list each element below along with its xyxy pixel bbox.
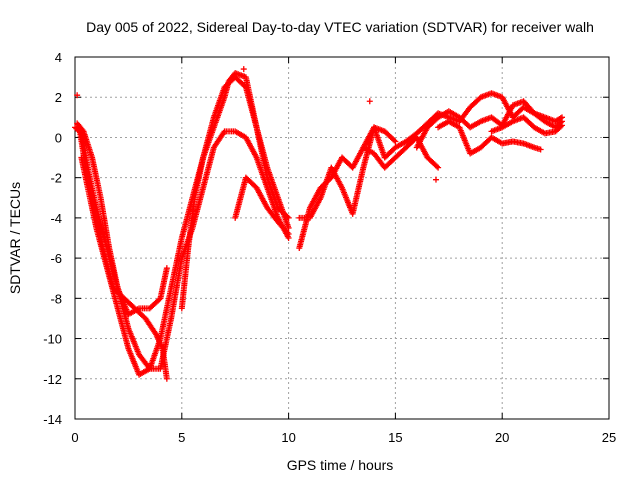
grid-lines	[75, 57, 609, 419]
data-point	[284, 213, 291, 220]
x-axis-label: GPS time / hours	[287, 457, 394, 473]
data-point	[559, 122, 566, 129]
data-point	[392, 138, 399, 145]
data-point	[391, 137, 398, 144]
x-axis-ticks: 0 5 10 15 20 25	[71, 57, 616, 445]
data-series	[435, 118, 544, 157]
y-tick-label: -14	[43, 412, 62, 427]
data-point	[366, 98, 373, 105]
x-tick-label: 5	[178, 430, 185, 445]
y-tick-label: 0	[55, 130, 62, 145]
data-point	[435, 164, 442, 171]
data-point	[163, 375, 170, 382]
data-point	[284, 229, 291, 236]
data-point	[432, 176, 439, 183]
data-series	[74, 120, 170, 318]
data-point	[433, 163, 440, 170]
data-series	[360, 90, 566, 161]
data-series	[76, 124, 170, 382]
data-point	[163, 265, 170, 272]
data-point	[285, 214, 292, 221]
y-tick-label: 4	[55, 50, 62, 65]
data-point	[240, 66, 247, 73]
chart-title: Day 005 of 2022, Sidereal Day-to-day VTE…	[86, 19, 594, 35]
y-tick-label: -8	[50, 291, 62, 306]
data-series	[178, 70, 292, 312]
y-tick-label: -12	[43, 372, 62, 387]
data-points	[72, 66, 566, 382]
x-tick-label: 25	[602, 430, 616, 445]
x-tick-label: 20	[495, 430, 509, 445]
y-axis-ticks: 4 2 0 -2 -4 -6 -8 -10 -12 -14	[43, 50, 609, 427]
data-point	[74, 92, 81, 99]
data-series	[488, 114, 566, 137]
data-series	[296, 134, 442, 252]
y-tick-label: 2	[55, 90, 62, 105]
y-axis-label: SDTVAR / TECUs	[7, 182, 23, 294]
data-point	[537, 146, 544, 153]
y-tick-label: -6	[50, 251, 62, 266]
y-tick-label: -2	[50, 171, 62, 186]
data-series	[232, 174, 292, 237]
plot-frame	[74, 56, 610, 420]
x-tick-label: 10	[281, 430, 295, 445]
x-tick-label: 0	[71, 430, 78, 445]
y-tick-label: -4	[50, 211, 62, 226]
data-point	[557, 123, 564, 130]
data-point	[285, 224, 292, 231]
data-point	[285, 230, 292, 237]
y-tick-label: -10	[43, 332, 62, 347]
x-tick-label: 15	[388, 430, 402, 445]
